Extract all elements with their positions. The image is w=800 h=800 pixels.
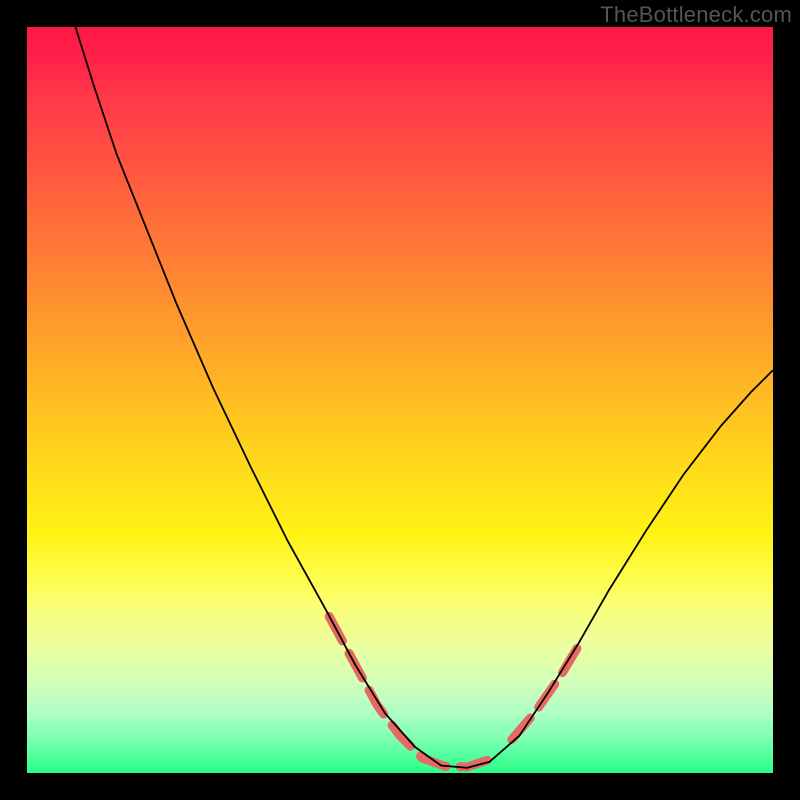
valley-dash-seg-0	[329, 616, 489, 767]
chart-lines	[27, 27, 773, 773]
plot-area	[27, 27, 773, 773]
watermark: TheBottleneck.com	[600, 2, 792, 28]
main-curve	[75, 27, 773, 768]
